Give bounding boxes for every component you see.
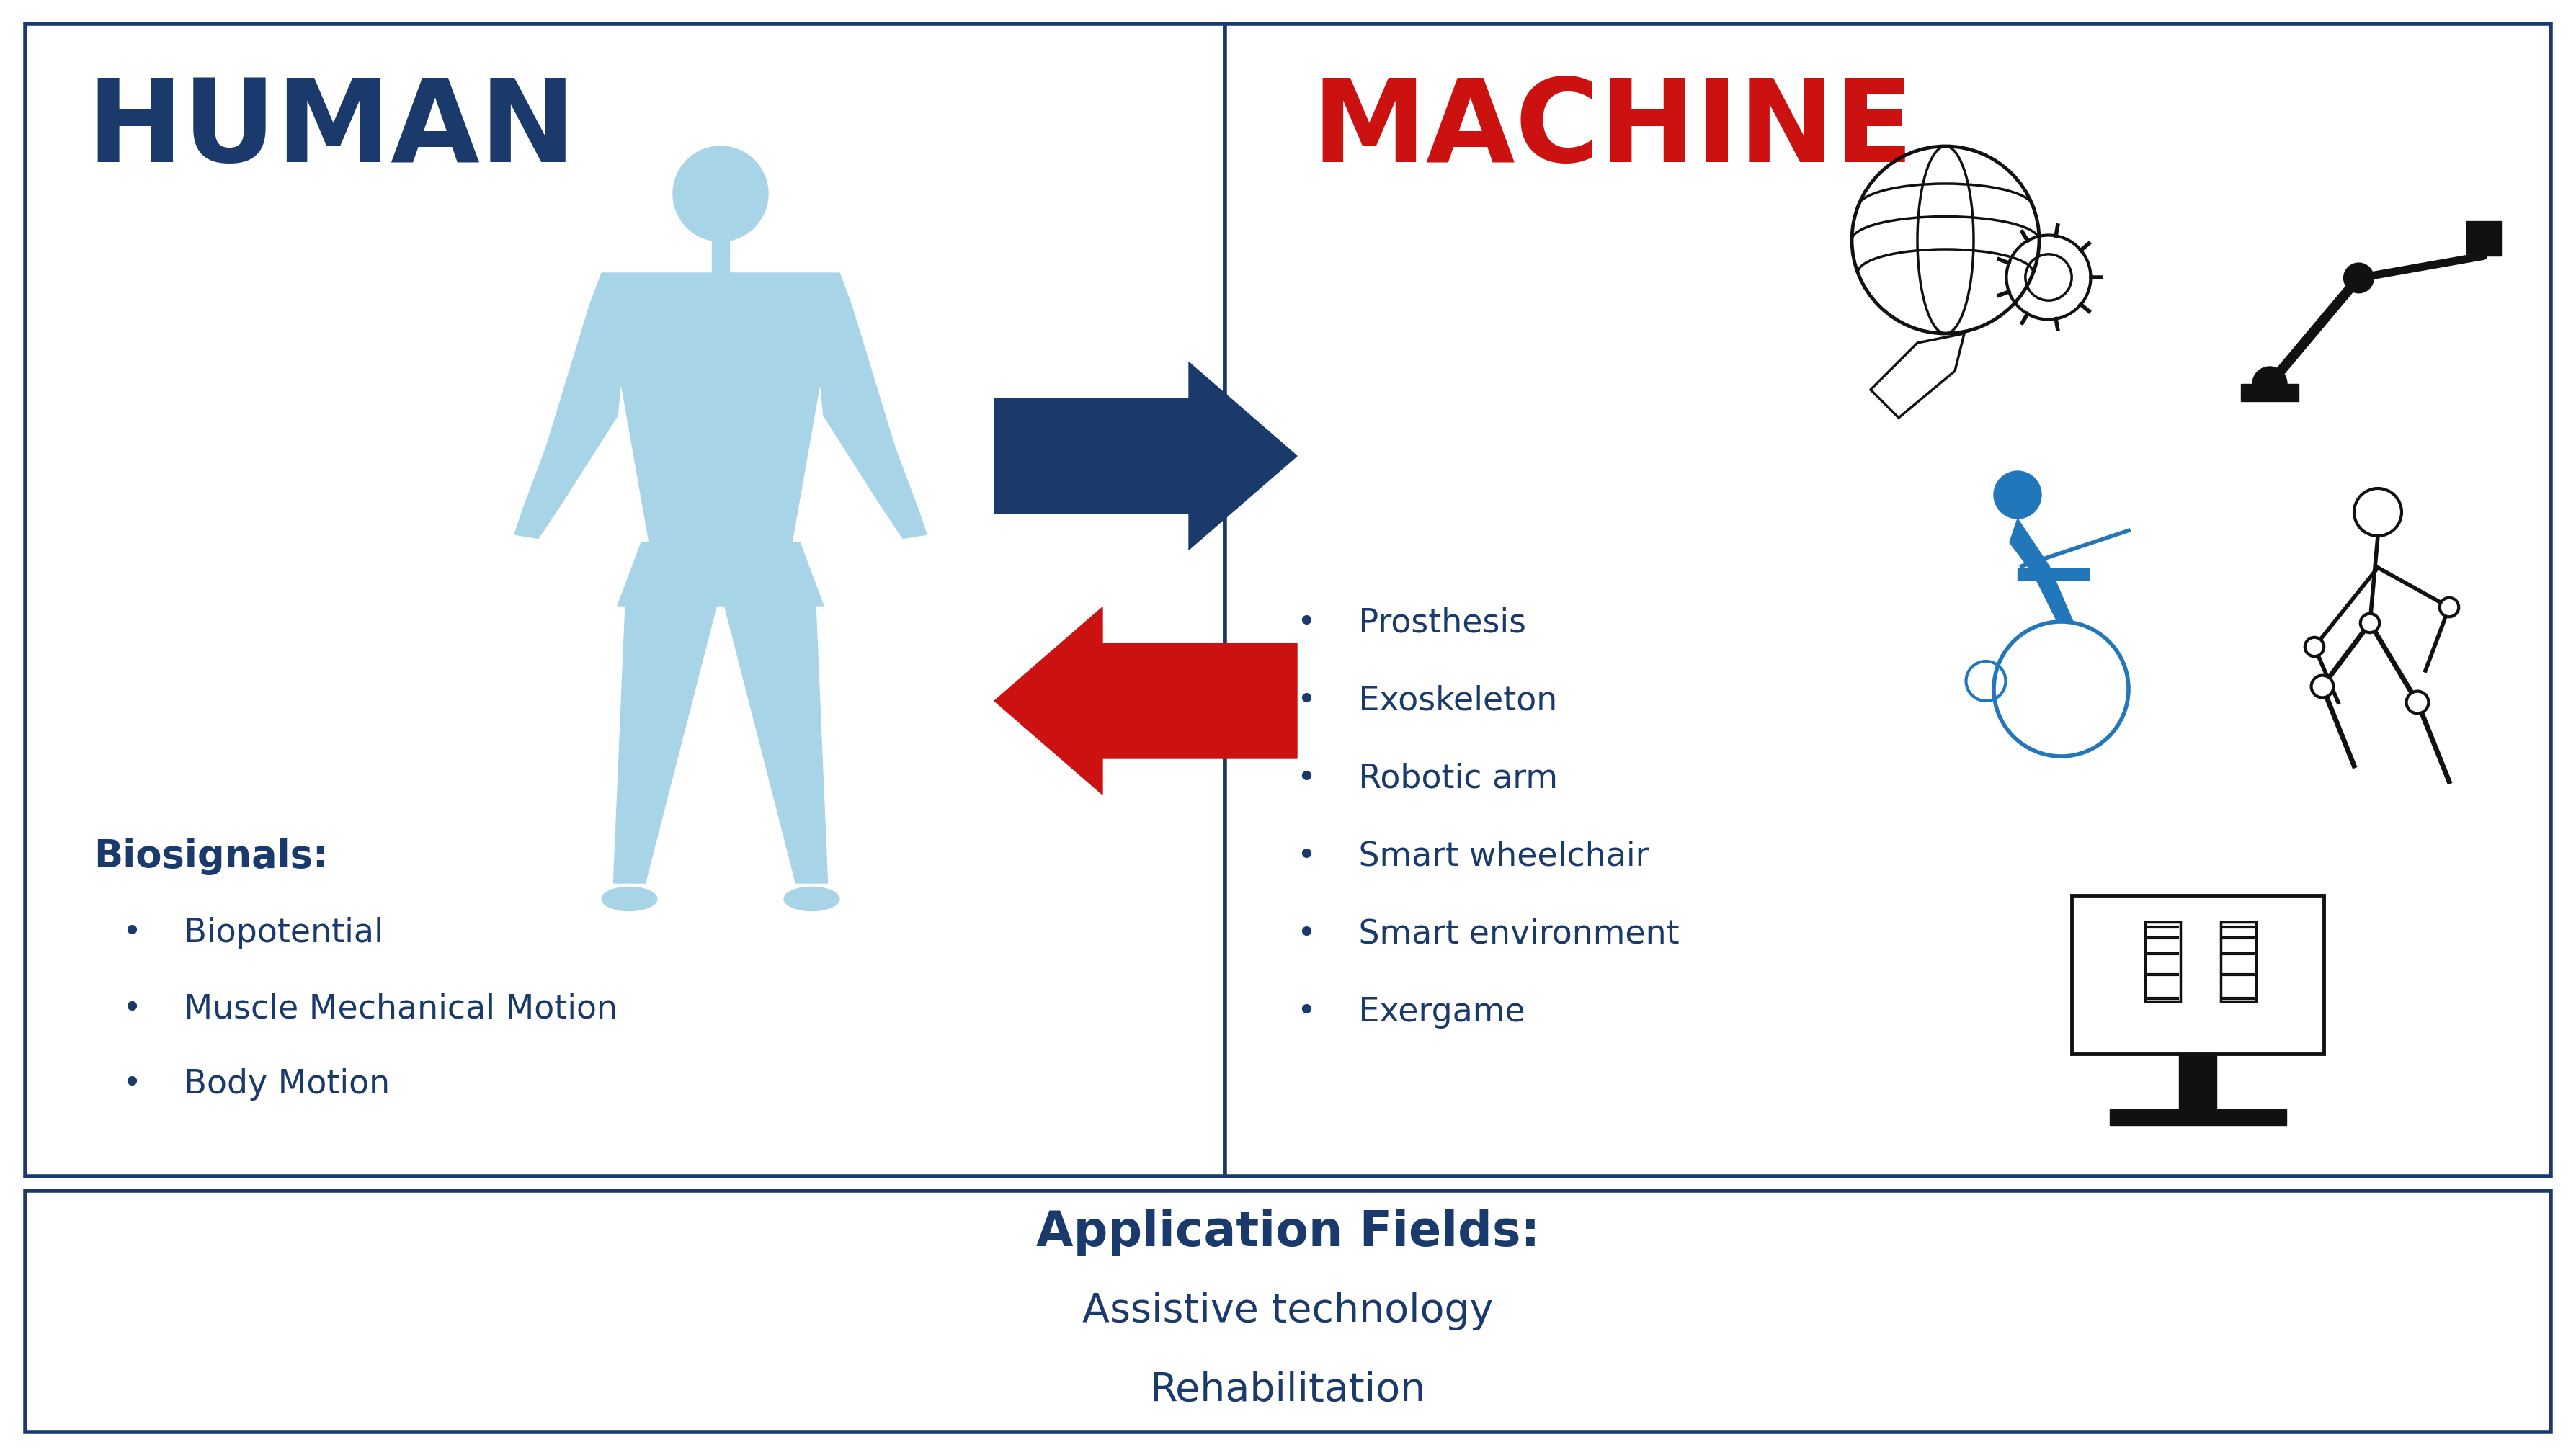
FancyBboxPatch shape — [26, 23, 1226, 1176]
Text: Application Fields:: Application Fields: — [1036, 1209, 1540, 1256]
FancyArrow shape — [2017, 568, 2089, 580]
Bar — [2179, 1054, 2215, 1109]
Text: Rehabilitation: Rehabilitation — [1149, 1370, 1427, 1409]
Text: Biosignals:: Biosignals: — [93, 838, 327, 876]
Text: •    Biopotential: • Biopotential — [124, 916, 384, 950]
Polygon shape — [721, 581, 827, 883]
Text: •    Smart environment: • Smart environment — [1296, 918, 1680, 951]
Polygon shape — [618, 542, 824, 606]
FancyBboxPatch shape — [1226, 23, 2550, 1176]
Polygon shape — [811, 273, 927, 538]
Bar — [2465, 222, 2501, 257]
Ellipse shape — [603, 887, 657, 911]
Text: •    Robotic arm: • Robotic arm — [1296, 763, 1558, 795]
Text: •    Exoskeleton: • Exoskeleton — [1296, 684, 1558, 718]
Circle shape — [2360, 613, 2380, 632]
Text: MACHINE: MACHINE — [1311, 74, 1914, 186]
Bar — [2146, 922, 2179, 1002]
Circle shape — [2306, 638, 2324, 657]
Bar — [2071, 895, 2324, 1054]
Circle shape — [2439, 597, 2458, 616]
Polygon shape — [515, 273, 629, 538]
Ellipse shape — [783, 887, 840, 911]
Circle shape — [2406, 692, 2429, 713]
Text: •    Exergame: • Exergame — [1296, 996, 1525, 1028]
Text: •    Body Motion: • Body Motion — [124, 1069, 389, 1101]
Circle shape — [2311, 676, 2334, 697]
Circle shape — [2344, 262, 2372, 293]
Text: Assistive technology: Assistive technology — [1082, 1292, 1494, 1331]
Bar — [2241, 384, 2298, 402]
FancyArrow shape — [994, 362, 1296, 550]
Bar — [2110, 1109, 2285, 1125]
Polygon shape — [2009, 519, 2074, 622]
Text: HUMAN: HUMAN — [88, 74, 577, 186]
Circle shape — [1994, 471, 2040, 519]
Text: •    Smart wheelchair: • Smart wheelchair — [1296, 841, 1649, 873]
FancyBboxPatch shape — [26, 1190, 2550, 1433]
FancyArrow shape — [994, 608, 1296, 795]
Polygon shape — [603, 273, 840, 542]
FancyArrow shape — [711, 241, 729, 273]
Circle shape — [2251, 367, 2287, 402]
Text: •    Prosthesis: • Prosthesis — [1296, 608, 1525, 639]
Circle shape — [672, 146, 768, 241]
Text: •    Muscle Mechanical Motion: • Muscle Mechanical Motion — [124, 993, 618, 1025]
Bar — [2221, 922, 2257, 1002]
Polygon shape — [613, 581, 721, 883]
